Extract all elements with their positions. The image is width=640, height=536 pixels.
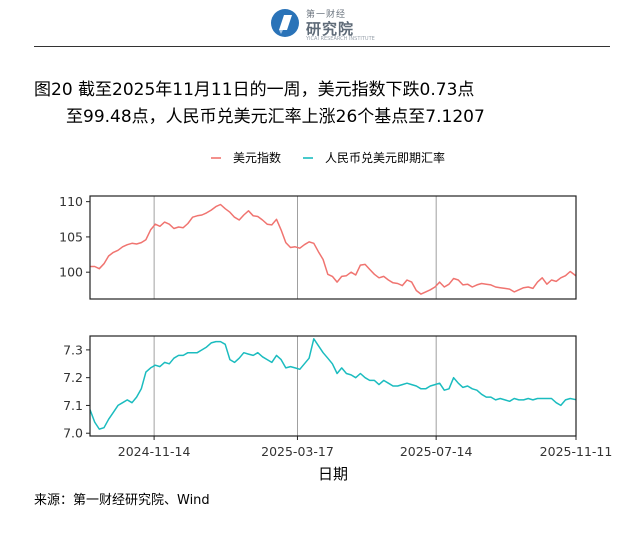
legend-label-usd-index: 美元指数 [233, 150, 281, 165]
legend-label-cny: 人民币兑美元即期汇率 [325, 150, 445, 165]
y-tick-label: 100 [59, 265, 83, 280]
logo-line1: 第一财经 [306, 10, 347, 20]
figure-title-line2: 至99.48点，人民币兑美元汇率上涨26个基点至7.1207 [66, 107, 485, 127]
y-tick-label: 7.3 [63, 342, 83, 357]
panel-cny-spot: 7.0 7.1 7.2 7.3 [63, 335, 577, 441]
series-line-usd-index [90, 203, 577, 295]
x-tick-label: 2025-07-14 [400, 444, 473, 459]
y-tick-label: 105 [59, 229, 83, 244]
yicai-logo: 第一财经 研究院 YICAI RESEARCH INSTITUTE [270, 6, 380, 42]
legend: 美元指数 人民币兑美元即期汇率 [211, 150, 445, 165]
panel-usd-index: 100 105 110 [59, 194, 577, 300]
logo-mark-icon [271, 9, 299, 37]
x-axis: 2024-11-14 2025-03-17 2025-07-14 2025-11-11 [118, 436, 613, 459]
x-tick-label: 2025-11-11 [540, 444, 613, 459]
y-tick-label: 7.0 [63, 426, 83, 441]
y-tick-label: 110 [59, 194, 83, 209]
logo-sub: YICAI RESEARCH INSTITUTE [306, 36, 375, 42]
panel-frame [89, 335, 577, 437]
panel-frame [89, 195, 577, 300]
series-line-cny-spot [89, 338, 577, 430]
source-note: 来源：第一财经研究院、Wind [34, 493, 210, 508]
x-tick-label: 2024-11-14 [118, 444, 191, 459]
x-axis-title: 日期 [318, 465, 348, 483]
logo-name: 研究院 [306, 20, 355, 38]
x-tick-label: 2025-03-17 [261, 444, 334, 459]
figure-title-line1: 图20 截至2025年11月11日的一周，美元指数下跌0.73点 [34, 80, 475, 100]
header-rule [34, 46, 610, 47]
y-tick-label: 7.2 [63, 370, 83, 385]
y-tick-label: 7.1 [63, 398, 83, 413]
